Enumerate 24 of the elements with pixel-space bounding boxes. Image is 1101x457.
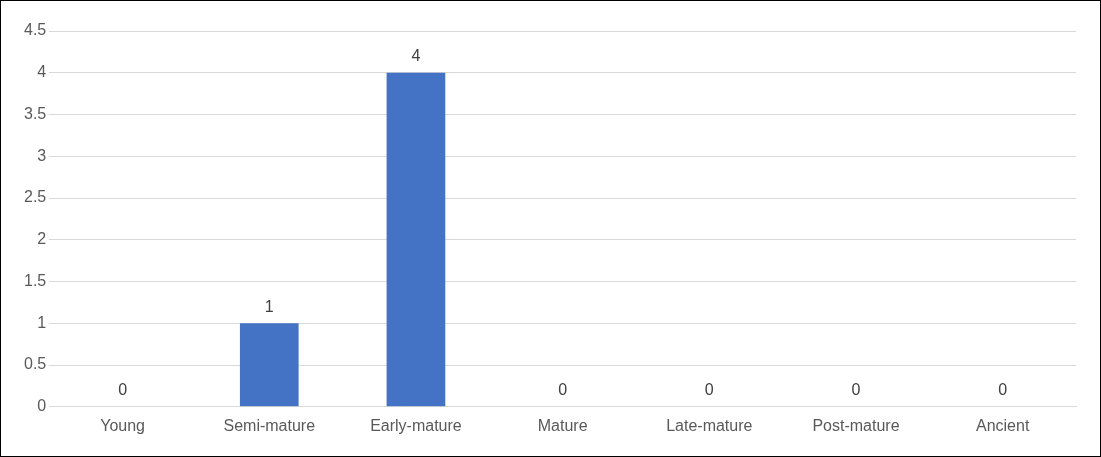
x-tick-label: Ancient (975, 416, 1030, 434)
y-tick-label: 2.5 (23, 188, 47, 206)
y-tick-label: 4 (37, 63, 47, 81)
x-tick-label: Mature (537, 416, 588, 434)
y-tick-label: 1 (37, 313, 47, 331)
y-tick-label: 0 (37, 397, 47, 415)
y-tick-label: 4.5 (23, 21, 47, 39)
x-tick-label: Late-mature (666, 416, 753, 434)
data-label: 0 (558, 381, 568, 399)
x-tick-label: Semi-mature (223, 416, 316, 434)
y-tick-label: 1.5 (23, 271, 47, 289)
x-tick-label: Early-mature (370, 416, 462, 434)
y-tick-label: 3 (37, 146, 47, 164)
data-label: 0 (851, 381, 861, 399)
x-tick-label: Young (100, 416, 145, 434)
y-tick-label: 0.5 (23, 355, 47, 373)
data-label: 0 (704, 381, 714, 399)
data-label: 1 (264, 297, 274, 315)
y-tick-label: 3.5 (23, 104, 47, 122)
data-label: 0 (118, 381, 128, 399)
data-label: 0 (998, 381, 1008, 399)
y-tick-label: 2 (37, 230, 47, 248)
x-tick-label: Post-mature (812, 416, 900, 434)
data-label: 4 (411, 47, 421, 65)
